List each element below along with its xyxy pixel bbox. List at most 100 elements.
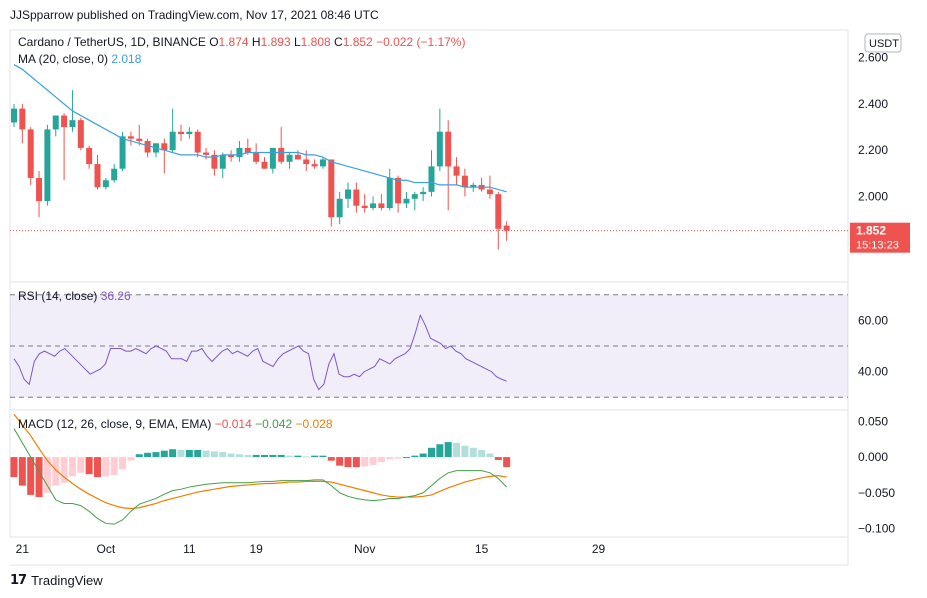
macd-tick-label: 0.050 — [858, 414, 888, 428]
date-tick-label: 29 — [592, 542, 606, 556]
candle-body — [319, 159, 326, 167]
macd-histogram-bar — [269, 454, 277, 458]
last-price-value: 1.852 — [856, 224, 886, 238]
candle-body — [328, 159, 335, 218]
macd-histogram-bar — [294, 455, 302, 458]
candle-body — [294, 154, 301, 160]
candle-body — [303, 159, 310, 165]
candle-body — [36, 177, 43, 202]
macd-histogram-bar — [252, 454, 260, 458]
macd-histogram-bar — [169, 449, 177, 458]
candle-body — [403, 198, 410, 204]
macd-histogram-bar — [386, 457, 394, 460]
macd-histogram-bar — [302, 456, 310, 458]
macd-signal-line — [13, 413, 507, 510]
tradingview-brand: TradingView — [31, 572, 103, 588]
macd-histogram-bar — [127, 457, 135, 461]
last-price-box — [850, 222, 910, 253]
macd-histogram-bar — [177, 449, 185, 458]
macd-histogram-bar — [43, 457, 51, 493]
date-tick-label: 15 — [475, 542, 489, 556]
candle-body — [461, 175, 468, 188]
macd-histogram-bar — [85, 457, 93, 475]
candle-body — [428, 166, 435, 192]
macd-histogram-bar — [336, 457, 344, 466]
candle-body — [286, 154, 293, 162]
rsi-tick-label: 60.00 — [858, 313, 888, 327]
macd-histogram-bar — [110, 457, 118, 475]
date-tick-label: Nov — [354, 542, 375, 556]
last-price-countdown: 15:13:23 — [856, 240, 899, 252]
macd-histogram-bar — [18, 457, 26, 486]
candle-body — [353, 189, 360, 206]
candle-body — [378, 203, 385, 209]
date-tick-label: 11 — [183, 542, 196, 556]
macd-histogram-bar — [344, 457, 352, 468]
candle-body — [136, 138, 143, 141]
symbol-legend: Cardano / TetherUS, 1D, BINANCE O1.874 H… — [18, 35, 465, 49]
macd-histogram-bar — [419, 453, 427, 458]
macd-histogram-bar — [119, 457, 127, 470]
candle-body — [203, 152, 210, 155]
macd-legend: MACD (12, 26, close, 9, EMA, EMA) −0.014… — [18, 417, 333, 431]
candle-body — [228, 154, 235, 158]
macd-histogram-bar — [244, 454, 252, 458]
currency-label: USDT — [869, 38, 899, 50]
macd-histogram-bar — [411, 455, 419, 458]
macd-histogram-bar — [160, 450, 168, 458]
macd-histogram-bar — [152, 452, 160, 458]
macd-histogram-bar — [486, 453, 494, 458]
candle-body — [69, 120, 76, 128]
macd-histogram-bar — [194, 449, 202, 458]
macd-histogram-bar — [94, 457, 101, 478]
currency-button[interactable] — [864, 33, 902, 53]
price-tick-label: 2.600 — [858, 51, 888, 65]
candle-body — [253, 152, 260, 162]
macd-tick-label: −0.100 — [858, 521, 895, 535]
candle-body — [178, 131, 184, 135]
price-tick-label: 2.400 — [858, 97, 888, 111]
candle-body — [436, 131, 443, 167]
candle-body — [119, 136, 126, 169]
candle-body — [361, 205, 368, 209]
macd-histogram-bar — [35, 457, 43, 498]
candle-body — [420, 191, 427, 195]
candle-body — [386, 177, 393, 209]
candle-body — [44, 129, 51, 202]
candle-body — [244, 147, 251, 153]
tradingview-footer[interactable]: 𝟭𝟳 TradingView — [10, 572, 103, 588]
date-tick-label: 21 — [16, 542, 30, 556]
candle-body — [486, 189, 493, 195]
macd-histogram-bar — [27, 457, 35, 495]
candle-body — [345, 189, 351, 199]
candle-body — [470, 184, 477, 188]
macd-histogram-bar — [444, 442, 452, 458]
candle-body — [186, 131, 193, 135]
macd-histogram-bar — [286, 455, 294, 458]
macd-tick-label: −0.050 — [858, 486, 895, 500]
ma-line — [13, 64, 507, 193]
macd-histogram-bar — [361, 457, 369, 467]
candle-body — [370, 203, 377, 209]
macd-histogram-bar — [227, 453, 235, 458]
rsi-line — [13, 313, 507, 391]
macd-histogram-bar — [428, 447, 435, 458]
candle-body — [495, 194, 502, 229]
candle-body — [311, 164, 318, 167]
candle-body — [503, 225, 510, 231]
macd-histogram-bar — [478, 449, 486, 458]
candle-body — [445, 131, 452, 167]
candle-body — [236, 147, 243, 158]
candle-body — [336, 198, 343, 218]
macd-histogram-bar — [277, 454, 285, 458]
candle-body — [86, 147, 93, 165]
macd-histogram-bar — [503, 457, 511, 468]
macd-histogram-bar — [210, 451, 218, 458]
date-tick-label: Oct — [97, 542, 116, 556]
macd-line — [13, 428, 508, 525]
ma-legend: MA (20, close, 0) 2.018 — [18, 52, 142, 66]
macd-histogram-bar — [261, 454, 268, 458]
candle-body — [169, 131, 176, 151]
macd-histogram-bar — [235, 454, 243, 458]
